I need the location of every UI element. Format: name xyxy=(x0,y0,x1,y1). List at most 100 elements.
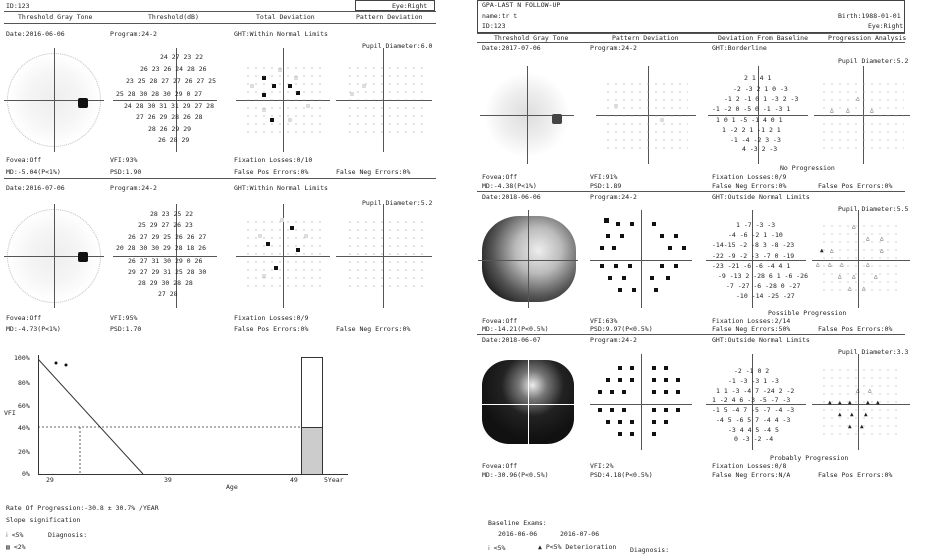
y-tick: 20% xyxy=(18,448,30,456)
fixation-losses: Fixation Losses:0/9 xyxy=(234,314,309,322)
progression-status: No Progression xyxy=(780,164,835,172)
patient-name: name:tr t xyxy=(482,12,518,20)
y-tick: 40% xyxy=(18,424,30,432)
left-id: ID:123 xyxy=(6,2,30,10)
pupil-diameter: Pupil Diameter:5.2 xyxy=(362,199,433,207)
test-date: Date:2018-06-07 xyxy=(482,336,541,344)
md: MD:-4.38(P<1%) xyxy=(482,182,537,190)
fixation-losses: Fixation Losses:2/14 xyxy=(712,317,791,325)
fovea: Fovea:Off xyxy=(6,314,42,322)
psd: PSD:1.89 xyxy=(590,182,622,190)
x-tick: 39 xyxy=(164,476,172,484)
vfi: VFI:2% xyxy=(590,462,614,470)
legend-5: ⁞ <5% xyxy=(6,531,24,539)
test-program: Program:24-2 xyxy=(110,184,157,192)
test-program: Program:24-2 xyxy=(590,193,637,201)
test-ght: GHT:Within Normal Limits xyxy=(234,30,328,38)
left-header-gray: Threshold Gray Tone xyxy=(18,13,93,21)
baseline-date: 2016-07-06 xyxy=(560,530,600,538)
false-neg: False Neg Errors:0% xyxy=(336,168,411,176)
pupil-diameter: Pupil Diameter:3.3 xyxy=(838,348,909,356)
diagnosis: Diagnosis: xyxy=(48,531,88,539)
test-program: Program:24-2 xyxy=(110,30,157,38)
right-header-pattern: Pattern Deviation xyxy=(612,34,679,42)
test-program: Program:24-2 xyxy=(590,336,637,344)
fovea: Fovea:Off xyxy=(482,317,518,325)
chart-plot xyxy=(38,358,300,475)
fovea: Fovea:Off xyxy=(482,462,518,470)
false-pos: False Pos Errors:0% xyxy=(234,168,309,176)
psd: PSD:9.97(P<0.5%) xyxy=(590,325,653,333)
y-tick: 60% xyxy=(18,402,30,410)
slope-signification: Slope signification xyxy=(6,516,81,524)
false-pos: False Pos Errors:0% xyxy=(234,325,309,333)
baseline-exams: Baseline Exams: xyxy=(488,519,547,527)
false-pos: False Pos Errors:0% xyxy=(818,325,893,333)
fixation-losses: Fixation Losses:0/10 xyxy=(234,156,313,164)
y-tick: 0% xyxy=(22,470,30,478)
left-eye: Eye:Right xyxy=(392,2,428,10)
false-pos: False Pos Errors:0% xyxy=(818,182,893,190)
y-tick: 100% xyxy=(14,354,30,362)
gray-tone-map xyxy=(482,216,576,302)
progression-status: Possible Progression xyxy=(768,309,847,317)
test-date: Date:2016-07-06 xyxy=(6,184,65,192)
legend-2: ▨ <2% xyxy=(6,543,26,551)
test-date: Date:2017-07-06 xyxy=(482,44,541,52)
test-program: Program:24-2 xyxy=(590,44,637,52)
right-header-baseline: Deviation From Baseline xyxy=(718,34,809,42)
x-tick: 5Year xyxy=(324,476,344,484)
y-tick: 80% xyxy=(18,379,30,387)
false-neg: False Neg Errors:0% xyxy=(712,182,787,190)
diagnosis: Diagnosis: xyxy=(630,546,670,554)
psd: PSD:1.90 xyxy=(110,168,142,176)
test-ght: GHT:Within Normal Limits xyxy=(234,184,328,192)
legend-deterioration: ▲ P<5% Deterioration xyxy=(538,543,617,551)
right-header-gray: Threshold Gray Tone xyxy=(494,34,569,42)
false-neg: False Neg Errors:50% xyxy=(712,325,791,333)
fixation-losses: Fixation Losses:0/9 xyxy=(712,173,787,181)
rate-of-progression: Rate Of Progression:-30.8 ± 30.7% /YEAR xyxy=(6,504,159,512)
left-header-total: Total Deviation xyxy=(256,13,315,21)
legend-symbol: ▨ xyxy=(6,543,14,551)
vfi-bar-fill xyxy=(302,427,322,474)
fixation-losses: Fixation Losses:0/8 xyxy=(712,462,787,470)
y-axis-label: VFI xyxy=(4,409,16,417)
gpa-title: GPA-LAST N FOLLOW-UP xyxy=(482,1,561,9)
test-date: Date:2018-06-06 xyxy=(482,193,541,201)
md: MD:-14.21(P<0.5%) xyxy=(482,325,549,333)
legend-symbol: ⁞ xyxy=(6,531,12,539)
vfi: VFI:63% xyxy=(590,317,618,325)
test-ght: GHT:Outside Normal Limits xyxy=(712,193,810,201)
fovea: Fovea:Off xyxy=(6,156,42,164)
pupil-diameter: Pupil Diameter:5.2 xyxy=(838,57,909,65)
triangle-icon: ▲ xyxy=(538,543,546,551)
right-header-progression: Progression Analysis xyxy=(828,34,907,42)
vfi: VFI:91% xyxy=(590,173,618,181)
pupil-diameter: Pupil Diameter:6.0 xyxy=(362,42,433,50)
patient-id: ID:123 xyxy=(482,22,506,30)
fovea: Fovea:Off xyxy=(482,173,518,181)
legend-symbol: ⁞ xyxy=(488,544,494,552)
legend-p5: ⁞ <5% xyxy=(488,544,506,552)
left-header-threshold: Threshold(dB) xyxy=(148,13,199,21)
false-neg: False Neg Errors:0% xyxy=(336,325,411,333)
test-date: Date:2016-06-06 xyxy=(6,30,65,38)
x-axis-label: Age xyxy=(226,483,238,491)
test-ght: GHT:Outside Normal Limits xyxy=(712,336,810,344)
vfi: VFI:93% xyxy=(110,156,138,164)
psd: PSD:1.70 xyxy=(110,325,142,333)
md: MD:-5.04(P<1%) xyxy=(6,168,61,176)
vfi: VFI:95% xyxy=(110,314,138,322)
baseline-date: 2016-06-06 xyxy=(498,530,538,538)
x-tick: 29 xyxy=(46,476,54,484)
pupil-diameter: Pupil Diameter:5.5 xyxy=(838,205,909,213)
false-pos: False Pos Errors:0% xyxy=(818,471,893,479)
psd: PSD:4.18(P<0.5%) xyxy=(590,471,653,479)
eye: Eye:Right xyxy=(868,22,904,30)
md: MD:-30.96(P<0.5%) xyxy=(482,471,549,479)
md: MD:-4.73(P<1%) xyxy=(6,325,61,333)
left-header-pattern: Pattern Deviation xyxy=(356,13,423,21)
progression-status: Probably Progression xyxy=(770,454,849,462)
x-tick: 49 xyxy=(290,476,298,484)
